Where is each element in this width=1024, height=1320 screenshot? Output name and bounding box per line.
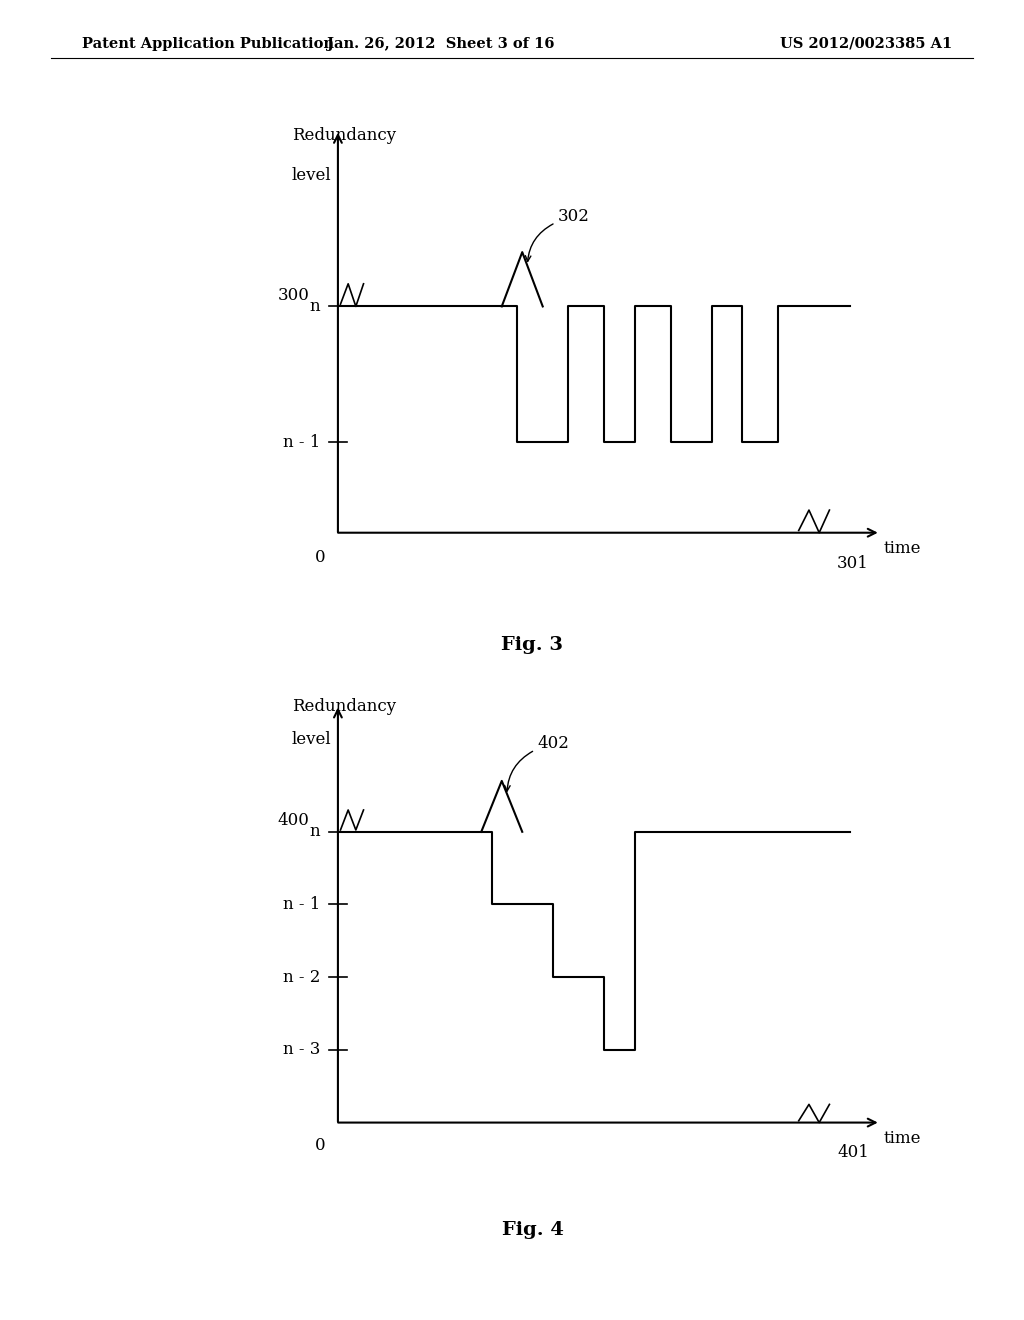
Text: time: time — [883, 540, 921, 557]
Text: 302: 302 — [558, 209, 590, 224]
Text: 300: 300 — [278, 286, 309, 304]
Text: 402: 402 — [538, 735, 569, 752]
Text: time: time — [883, 1130, 921, 1147]
Text: Redundancy: Redundancy — [292, 698, 396, 715]
Text: n - 2: n - 2 — [283, 969, 319, 986]
Text: 0: 0 — [314, 549, 326, 565]
Text: n: n — [309, 298, 319, 315]
Text: Patent Application Publication: Patent Application Publication — [82, 37, 334, 51]
Text: Fig. 3: Fig. 3 — [502, 636, 563, 655]
Text: Redundancy: Redundancy — [292, 127, 396, 144]
Text: level: level — [292, 731, 332, 748]
Text: US 2012/0023385 A1: US 2012/0023385 A1 — [780, 37, 952, 51]
Text: 401: 401 — [837, 1144, 869, 1162]
Text: 400: 400 — [278, 812, 309, 829]
Text: n - 1: n - 1 — [283, 434, 319, 450]
Text: level: level — [292, 168, 332, 185]
Text: n - 3: n - 3 — [283, 1041, 319, 1059]
Text: 0: 0 — [314, 1137, 326, 1154]
Text: n - 1: n - 1 — [283, 896, 319, 913]
Text: Fig. 4: Fig. 4 — [502, 1221, 563, 1239]
Text: n: n — [309, 824, 319, 841]
Text: 301: 301 — [837, 556, 869, 573]
Text: Jan. 26, 2012  Sheet 3 of 16: Jan. 26, 2012 Sheet 3 of 16 — [327, 37, 554, 51]
